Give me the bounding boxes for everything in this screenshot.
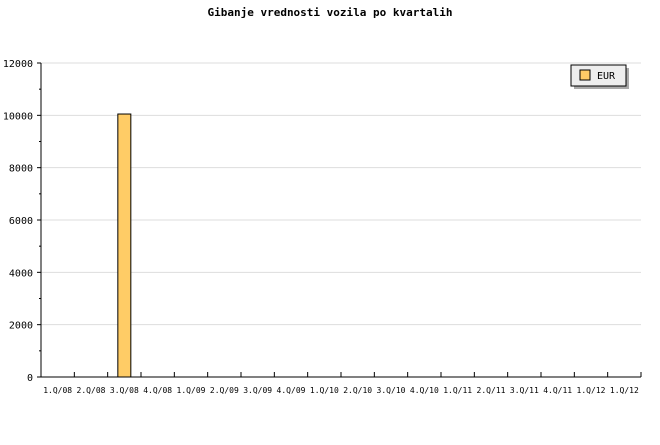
x-tick-label: 2.Q/09 bbox=[210, 386, 239, 395]
x-tick-label: 2.Q/10 bbox=[343, 386, 372, 395]
x-tick-label: 1.Q/10 bbox=[310, 386, 339, 395]
x-tick-label: 4.Q/09 bbox=[277, 386, 306, 395]
y-tick-label: 0 bbox=[27, 373, 33, 384]
y-tick-label: 10000 bbox=[3, 111, 33, 122]
legend: EUR bbox=[570, 64, 629, 89]
x-tick-label: 4.Q/08 bbox=[143, 386, 172, 395]
legend-label: EUR bbox=[597, 71, 616, 82]
y-tick-label: 2000 bbox=[9, 321, 33, 332]
x-tick-label: 4.Q/10 bbox=[410, 386, 439, 395]
x-tick-label: 3.Q/09 bbox=[243, 386, 272, 395]
x-tick-label: 3.Q/11 bbox=[510, 386, 539, 395]
x-tick-label: 2.Q/08 bbox=[77, 386, 106, 395]
x-tick-label: 1.Q/12 bbox=[610, 386, 639, 395]
x-tick-label: 1.Q/09 bbox=[177, 386, 206, 395]
chart-title: Gibanje vrednosti vozila po kvartalih bbox=[207, 6, 452, 19]
x-tick-label: 3.Q/08 bbox=[110, 386, 139, 395]
bars bbox=[117, 113, 132, 378]
y-tick-label: 8000 bbox=[9, 164, 33, 175]
grid bbox=[41, 62, 641, 326]
x-tick-label: 1.Q/08 bbox=[43, 386, 72, 395]
x-tick-label: 1.Q/11 bbox=[443, 386, 472, 395]
legend-swatch bbox=[579, 69, 591, 81]
y-tick-label: 6000 bbox=[9, 216, 33, 227]
x-tick-label: 4.Q/11 bbox=[543, 386, 572, 395]
axes: 0 2000 4000 6000 8000 10000 12000 1.Q/08 2.Q/08 3… bbox=[3, 59, 642, 395]
x-tick-label: 1.Q/12 bbox=[577, 386, 606, 395]
y-tick-label: 4000 bbox=[9, 268, 33, 279]
x-tick-label: 2.Q/11 bbox=[477, 386, 506, 395]
x-tick-label: 3.Q/10 bbox=[377, 386, 406, 395]
y-tick-label: 12000 bbox=[3, 59, 33, 70]
bar bbox=[117, 113, 132, 378]
